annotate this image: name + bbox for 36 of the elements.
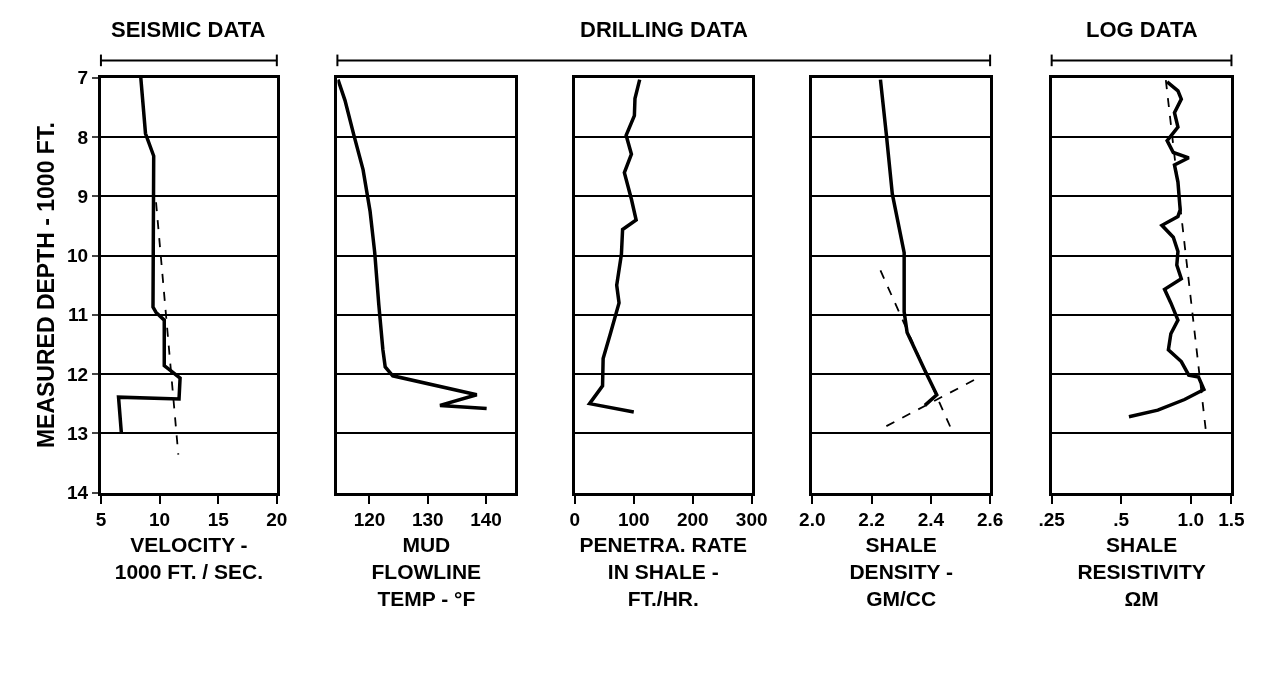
y-tick-label: 8 <box>77 126 89 148</box>
x-tick-label: 10 <box>149 509 171 531</box>
x-tick-label: 2.2 <box>858 509 885 531</box>
y-tick-label: 7 <box>77 67 89 89</box>
x-tick-label: 140 <box>470 509 502 531</box>
x-tick-label: 5 <box>95 509 107 531</box>
x-tick-label: 130 <box>411 509 444 531</box>
y-tick-label: 13 <box>67 422 89 444</box>
x-tick-label: .5 <box>1113 509 1130 531</box>
x-tick-label: 200 <box>676 509 709 531</box>
x-tick-label: 1.5 <box>1218 509 1246 531</box>
x-tick-label: .25 <box>1038 509 1066 531</box>
x-tick-label: 1.0 <box>1177 509 1204 531</box>
y-tick-label: 11 <box>68 304 89 326</box>
x-tick-label: 2.6 <box>976 509 1004 531</box>
x-axis-title: MUD FLOWLINE TEMP - °F <box>371 532 482 611</box>
x-axis-title: SHALE RESISTIVITY ΩM <box>1077 532 1206 611</box>
y-tick-label: 9 <box>77 185 89 207</box>
x-tick-label: 2.0 <box>799 509 826 531</box>
chart-title: SEISMIC DATA <box>111 17 266 42</box>
x-tick-label: 120 <box>353 509 386 531</box>
x-tick-label: 2.4 <box>917 509 945 531</box>
x-tick-label: 20 <box>266 509 288 531</box>
chart-title: LOG DATA <box>1086 17 1198 42</box>
x-axis-title: PENETRA. RATE IN SHALE - FT./HR. <box>579 532 748 611</box>
x-axis-title: SHALE DENSITY - GM/CC <box>849 532 953 611</box>
x-tick-label: 0 <box>569 509 581 531</box>
y-axis-title: MEASURED DEPTH - 1000 FT. <box>33 122 60 449</box>
x-tick-label: 300 <box>735 509 768 531</box>
y-tick-label: 10 <box>67 245 89 267</box>
x-tick-label: 100 <box>617 509 650 531</box>
x-tick-label: 15 <box>207 509 230 531</box>
x-axis-title: VELOCITY - 1000 FT. / SEC. <box>114 532 263 583</box>
chart-title: DRILLING DATA <box>580 17 748 42</box>
y-tick-label: 14 <box>67 482 89 504</box>
y-tick-label: 12 <box>67 363 89 385</box>
